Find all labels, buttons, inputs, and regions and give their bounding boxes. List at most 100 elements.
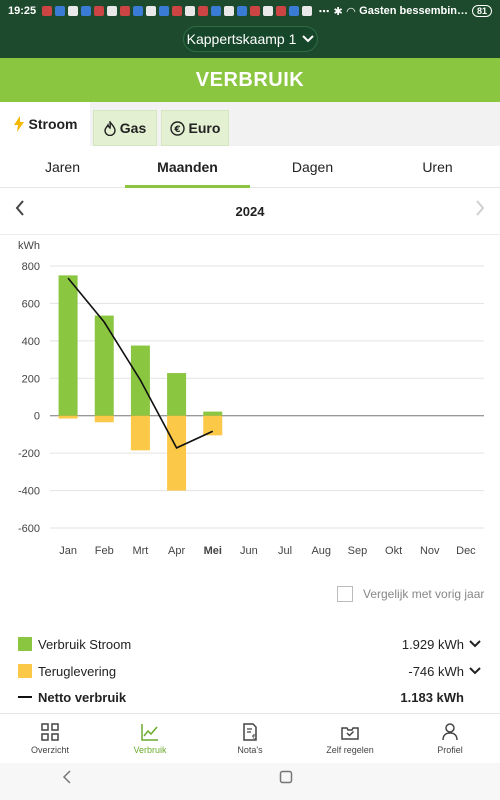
status-right: ⋯ ✱ ◠ Gasten bessembin… 81 <box>318 5 492 18</box>
notification-icon <box>133 6 144 16</box>
legend-value: 1.929 kWh <box>401 636 464 652</box>
bar-verbruik-stroom <box>58 275 78 416</box>
euro-icon: € <box>169 120 185 136</box>
tab-uren[interactable]: Uren <box>422 159 453 175</box>
bar-teruglevering <box>58 415 78 419</box>
x-tick-label: Aug <box>311 545 331 557</box>
y-tick-label: -200 <box>18 448 40 460</box>
bar-verbruik-stroom <box>94 315 114 416</box>
notification-icon <box>198 6 209 16</box>
lightning-icon <box>13 116 24 132</box>
back-icon <box>62 770 71 784</box>
notification-icon <box>224 6 235 16</box>
chevron-right-icon <box>476 200 485 216</box>
more-icon: ⋯ <box>318 5 330 18</box>
bar-teruglevering <box>94 415 114 423</box>
invoice-icon: € <box>243 723 257 741</box>
x-tick-label: Nov <box>420 545 440 557</box>
chevron-down-icon[interactable] <box>468 640 482 648</box>
next-year-button[interactable] <box>468 199 492 222</box>
period-tabs: Jaren Maanden Dagen Uren <box>0 146 500 188</box>
notification-icon <box>250 6 261 16</box>
y-tick-label: -600 <box>18 523 40 535</box>
notification-icon <box>159 6 170 16</box>
tab-euro-label: Euro <box>188 120 221 136</box>
y-axis-label: kWh <box>18 240 40 252</box>
usage-chart: kWh 800 600 400 200 0 -200 -400 -600 Jan Feb Mrt Ap… <box>18 240 484 557</box>
y-tick-label: 800 <box>22 261 40 273</box>
x-tick-label: Jan <box>59 545 77 557</box>
home-icon <box>279 770 293 784</box>
x-tick-label: Mei <box>204 545 222 557</box>
bar-verbruik-stroom <box>167 373 187 416</box>
notification-icon <box>276 6 287 16</box>
tab-maanden[interactable]: Maanden <box>125 146 250 188</box>
notification-icons <box>42 6 313 16</box>
nav-label: Profiel <box>437 745 463 755</box>
y-tick-label: 600 <box>22 298 40 310</box>
legend-line-swatch <box>18 696 32 698</box>
notification-icon <box>211 6 222 16</box>
grid-icon <box>41 723 59 741</box>
compare-checkbox[interactable] <box>337 586 353 602</box>
compare-label: Vergelijk met vorig jaar <box>363 587 485 601</box>
notification-icon <box>94 6 105 16</box>
tab-dagen[interactable]: Dagen <box>291 159 334 175</box>
tab-stroom[interactable]: Stroom <box>0 102 90 146</box>
svg-text:€: € <box>173 125 180 135</box>
notification-icon <box>172 6 183 16</box>
status-bar: 19:25 ⋯ ✱ ◠ Gasten bessembin… 81 <box>0 0 500 22</box>
tab-stroom-label: Stroom <box>28 116 78 132</box>
bluetooth-icon: ✱ <box>333 5 343 18</box>
nav-profiel[interactable]: Profiel <box>400 714 500 763</box>
previous-year-button[interactable] <box>8 199 32 222</box>
notification-icon <box>42 6 53 16</box>
legend-teruglevering[interactable]: Teruglevering -746 kWh <box>18 658 482 684</box>
legend-swatch <box>18 637 32 651</box>
line-chart-icon <box>141 724 158 741</box>
notification-icon <box>263 6 274 16</box>
nav-label: Nota's <box>237 745 263 755</box>
wifi-name: Gasten bessembin… <box>359 5 468 17</box>
legend-label: Verbruik Stroom <box>38 636 132 652</box>
notification-icon <box>146 6 157 16</box>
notification-icon <box>302 6 313 16</box>
tab-gas-label: Gas <box>119 120 147 136</box>
nav-zelf-regelen[interactable]: Zelf regelen <box>300 714 400 763</box>
nav-label: Zelf regelen <box>326 745 374 755</box>
person-icon <box>442 723 458 741</box>
x-tick-label: Sep <box>348 545 368 557</box>
x-tick-label: Jun <box>240 545 258 557</box>
legend-netto-verbruik: Netto verbruik 1.183 kWh <box>18 684 482 710</box>
battery-icon: 81 <box>471 5 492 17</box>
x-tick-label: Jul <box>278 545 292 557</box>
page-title: VERBRUIK <box>0 58 500 102</box>
tab-gas[interactable]: Gas <box>93 110 157 146</box>
x-tick-label: Feb <box>95 545 114 557</box>
tab-euro[interactable]: € Euro <box>161 110 229 146</box>
y-tick-label: -400 <box>18 486 40 498</box>
chevron-down-icon <box>302 35 315 43</box>
nav-notas[interactable]: € Nota's <box>200 714 300 763</box>
system-back-button[interactable] <box>62 770 72 789</box>
chevron-down-icon[interactable] <box>468 667 482 675</box>
x-tick-label: Okt <box>385 545 402 557</box>
legend-verbruik-stroom[interactable]: Verbruik Stroom 1.929 kWh <box>18 631 482 657</box>
year-selector: 2024 <box>0 189 500 235</box>
system-home-button[interactable] <box>279 770 293 789</box>
y-tick-label: 200 <box>22 373 40 385</box>
bottom-nav: Overzicht Verbruik € Nota's Zelf regelen… <box>0 713 500 763</box>
notification-icon <box>55 6 66 16</box>
tab-jaren[interactable]: Jaren <box>44 159 81 175</box>
legend-label: Teruglevering <box>38 663 117 679</box>
inbox-check-icon <box>341 727 359 740</box>
legend-label: Netto verbruik <box>38 689 127 705</box>
x-tick-label: Dec <box>456 545 476 557</box>
location-dropdown[interactable]: Kappertskaamp 1 <box>183 26 318 52</box>
y-tick-label: 0 <box>34 411 40 423</box>
nav-verbruik[interactable]: Verbruik <box>100 714 200 763</box>
nav-overzicht[interactable]: Overzicht <box>0 714 100 763</box>
bar-verbruik-stroom <box>203 411 223 416</box>
compare-previous-year[interactable]: Vergelijk met vorig jaar <box>337 586 484 602</box>
notification-icon <box>81 6 92 16</box>
